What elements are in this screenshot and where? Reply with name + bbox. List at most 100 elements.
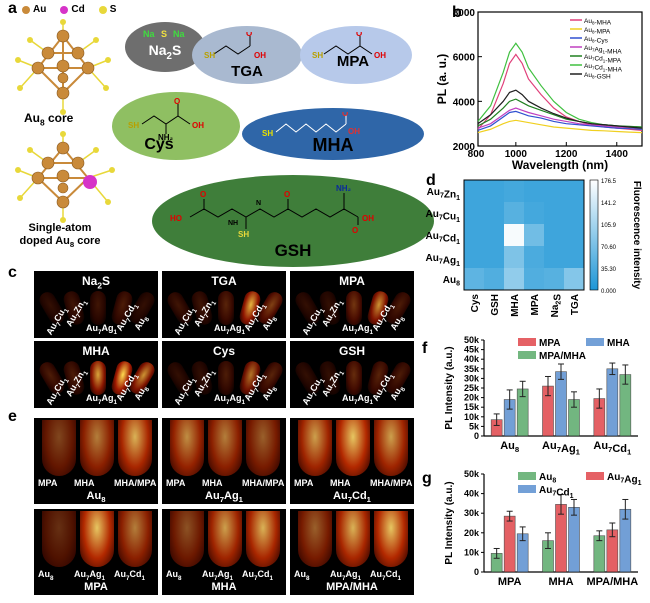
heatmap-cell [464, 180, 484, 202]
vial-glow [90, 291, 106, 325]
legend-label: Au7Cd1-MPA [584, 54, 622, 64]
photo-e-caption: MHA [211, 581, 237, 593]
y-axis-label: PL Intensity (a.u.) [444, 481, 455, 564]
photo-e-sample-label: MHA [202, 478, 223, 488]
col-label: Na2S [550, 294, 564, 318]
svg-text:O: O [174, 97, 180, 106]
photo-e-sample-label: Au7Cd1 [242, 569, 274, 582]
y-tick-label: 20k [464, 528, 480, 538]
photo-e-caption: MPA/MHA [326, 581, 378, 593]
heatmap-cell [484, 202, 504, 224]
photo-e-sample-label: Au7Cd1 [370, 569, 402, 582]
doped-core-cluster-image [15, 131, 115, 223]
legend-label: MPA/MHA [539, 351, 586, 362]
photo-c-title: Na2S [81, 274, 111, 291]
colorbar-label: Fluorescence intensity [631, 181, 642, 290]
y-tick-label: 40k [464, 489, 480, 499]
ligand-tga-label: TGA [231, 63, 263, 80]
svg-text:O: O [352, 226, 358, 235]
au8-core-label: Au8 core [24, 111, 74, 128]
ligand-na2s-label: Na2S [148, 42, 182, 62]
vial-photo-c: Cys Au7Cu1 Au7Zn1 Au7Ag1 Au7Cd1 Au8 [162, 341, 286, 408]
au-atom-icon [22, 5, 30, 14]
svg-text:OH: OH [374, 51, 386, 60]
y-tick-label: 40k [464, 354, 480, 364]
col-label: TGA [570, 294, 581, 315]
svg-text:SH: SH [238, 230, 249, 237]
svg-text:O: O [342, 112, 348, 118]
heatmap-cell [524, 224, 544, 246]
vial-glow [208, 420, 242, 476]
colorbar-tick: 141.2 [601, 201, 617, 207]
legend-label: Au8-Cys [584, 36, 609, 45]
legend-swatch [518, 351, 536, 359]
bar [503, 515, 516, 573]
x-tick-label: 1000 [505, 149, 528, 160]
heatmap-cell [464, 268, 484, 290]
mha-structure-icon: SH OH O [262, 112, 360, 138]
heatmap-cell [544, 180, 564, 202]
legend-label: Au8-MHA [584, 18, 612, 27]
legend-label: Au7Ag1 [607, 472, 642, 487]
x-tick-label: MPA/MHA [586, 576, 638, 588]
y-tick-label: 4000 [453, 97, 476, 108]
heatmap-cell [524, 180, 544, 202]
au8-core-cluster-image [15, 19, 111, 115]
photo-e-caption: Au7Ag1 [205, 490, 243, 504]
heatmap-cell [524, 268, 544, 290]
vial-glow [208, 511, 242, 567]
svg-text:O: O [246, 32, 252, 38]
ligand-gsh: HO O NH SH N O NH₂ O OH GSH [152, 175, 434, 267]
vial-glow [298, 420, 332, 476]
colorbar-tick: 105.9 [601, 223, 617, 229]
svg-text:OH: OH [192, 121, 204, 130]
vial-glow [336, 511, 370, 567]
panel-label-g: g [422, 470, 432, 487]
vial-glow [118, 511, 152, 567]
col-label: Cys [470, 294, 481, 313]
heatmap-cell [504, 180, 524, 202]
vial-glow [346, 291, 362, 325]
vial-photo-c: Na2S Au7Cu1 Au7Zn1 Au7Ag1 Au7Cd1 Au8 [34, 271, 158, 338]
series-line [477, 110, 643, 131]
legend-label: Au8-GSH [584, 72, 611, 81]
svg-text:O: O [356, 32, 362, 38]
legend-swatch [518, 338, 536, 346]
panel-label-b: b [452, 4, 462, 21]
x-tick-label: 1400 [606, 149, 629, 160]
heatmap-frame [463, 179, 585, 291]
vial-photo-e: Au8 Au7Ag1 Au7Cd1 MPA/MHA [290, 509, 414, 595]
photo-c-title: Cys [212, 344, 235, 358]
vial-photo-c: TGA Au7Cu1 Au7Zn1 Au7Ag1 Au7Cd1 Au8 [162, 271, 286, 338]
svg-text:SH: SH [204, 51, 215, 60]
bar [606, 368, 619, 437]
photo-e-sample-label: MHA [330, 478, 351, 488]
legend-label: Au7Cd1 [539, 485, 574, 500]
svg-text:HO: HO [170, 214, 182, 223]
colorbar-tick: 35.30 [601, 267, 617, 273]
svg-text:SH: SH [128, 121, 139, 130]
photo-e-sample-label: Au8 [294, 569, 310, 582]
legend-label: MHA [607, 338, 630, 349]
cys-structure-icon: SH OH O NH₂ [128, 97, 204, 140]
y-tick-label: 8000 [453, 8, 476, 19]
vial-photo-e: MPA MHA MHA/MPA Au7Ag1 [162, 418, 286, 504]
vial-glow [218, 361, 234, 395]
photo-c-title: GSH [338, 344, 365, 358]
heatmap-cell [464, 202, 484, 224]
heatmap-cell [544, 202, 564, 224]
y-tick-label: 45k [464, 345, 480, 355]
series-line [477, 89, 643, 129]
y-tick-label: 50k [464, 469, 480, 479]
photo-e-sample-label: Au7Cd1 [114, 569, 146, 582]
ligand-na2s: Na S Na Na2S [125, 22, 205, 72]
series-line [477, 119, 643, 134]
heatmap-cell [504, 224, 524, 246]
legend-label: Au8-MPA [584, 27, 611, 36]
y-tick-label: 15k [464, 402, 480, 412]
heatmap-cell [464, 224, 484, 246]
photo-e-sample-label: Au8 [38, 569, 54, 582]
photo-e-sample-label: MPA [294, 478, 314, 488]
heatmap-cell [524, 202, 544, 224]
ligand-gsh-label: GSH [274, 241, 312, 260]
